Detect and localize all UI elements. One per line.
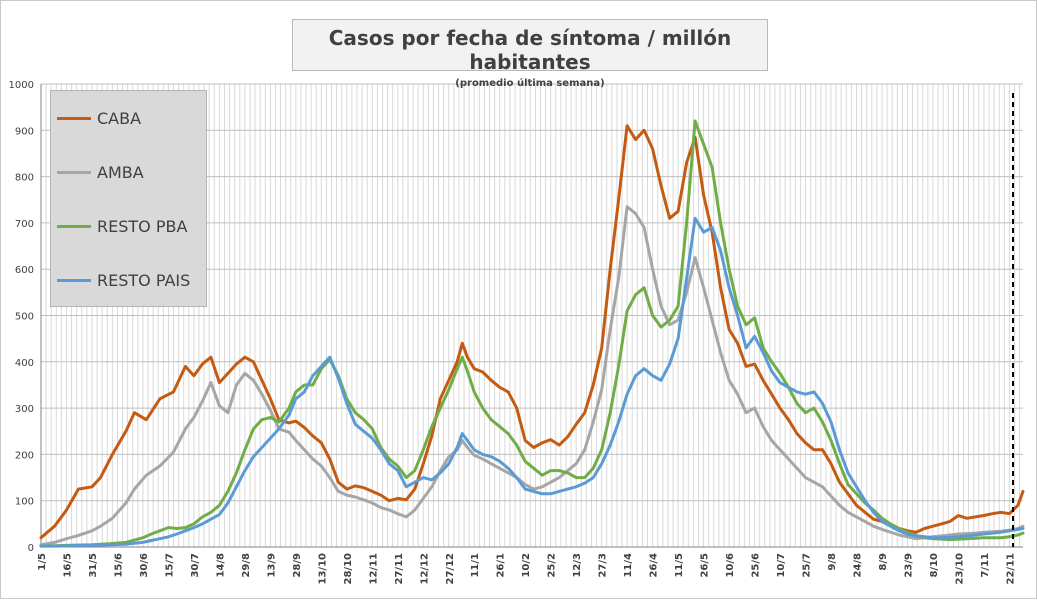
legend-swatch-resto-pba — [57, 224, 91, 228]
x-tick-label: 8/9 — [878, 553, 889, 571]
x-tick-label: 1/5 — [37, 553, 48, 571]
x-tick-label: 9/8 — [827, 553, 838, 571]
legend: CABA AMBA RESTO PBA RESTO PAIS — [50, 90, 207, 307]
x-tick-label: 27/11 — [394, 553, 405, 585]
y-tick-label: 400 — [15, 358, 34, 369]
x-tick-label: 30/7 — [190, 553, 201, 578]
x-tick-label: 28/9 — [292, 553, 303, 578]
y-tick-label: 600 — [15, 265, 34, 276]
legend-swatch-resto-pais — [57, 278, 91, 282]
x-tick-label: 15/6 — [113, 553, 124, 578]
series-line-caba — [39, 124, 1025, 540]
y-tick-label: 300 — [15, 404, 34, 415]
x-tick-label: 26/4 — [649, 553, 660, 578]
legend-item-resto-pais: RESTO PAIS — [57, 270, 190, 290]
legend-label-resto-pais: RESTO PAIS — [97, 270, 191, 290]
x-tick-label: 10/6 — [725, 553, 736, 578]
x-tick-label: 15/7 — [164, 553, 175, 578]
x-tick-label: 23/9 — [903, 553, 914, 578]
x-tick-label: 30/6 — [139, 553, 150, 578]
y-tick-label: 800 — [15, 173, 34, 184]
y-tick-label: 500 — [15, 312, 34, 323]
x-tick-label: 29/8 — [241, 553, 252, 578]
legend-item-amba: AMBA — [57, 162, 144, 182]
x-tick-label: 25/6 — [751, 553, 762, 578]
x-tick-label: 14/8 — [215, 553, 226, 578]
y-tick-label: 0 — [28, 543, 34, 554]
x-tick-label: 26/1 — [496, 553, 507, 578]
series-lines — [39, 119, 1025, 548]
x-tick-label: 25/2 — [547, 553, 558, 578]
legend-item-caba: CABA — [57, 108, 141, 128]
x-tick-label: 22/11 — [1005, 553, 1016, 585]
chart-title-box: Casos por fecha de síntoma / millón habi… — [292, 19, 768, 89]
x-tick-labels: 1/5 16/5 31/5 15/6 30/6 15/7 30/7 14/8 29/8 13/9 2… — [37, 553, 1016, 585]
y-tick-label: 900 — [15, 126, 34, 137]
x-tick-label: 12/11 — [368, 553, 379, 585]
x-tick-label: 16/5 — [62, 553, 73, 578]
x-tick-label: 26/5 — [700, 553, 711, 578]
y-tick-label: 100 — [15, 497, 34, 508]
x-tick-label: 28/10 — [343, 553, 354, 585]
x-tick-label: 8/10 — [929, 553, 940, 578]
y-tick-label: 200 — [15, 450, 34, 461]
chart-subtitle: (promedio última semana) — [455, 78, 605, 89]
series-line-resto-pais — [39, 216, 1025, 548]
x-tick-label: 10/2 — [521, 553, 532, 578]
axes — [40, 84, 1023, 548]
x-tick-label: 7/11 — [980, 553, 991, 578]
y-tick-labels: 0 100 200 300 400 500 600 700 800 900 1000 — [9, 80, 34, 554]
x-tick-label: 12/3 — [572, 553, 583, 578]
y-tick-label: 1000 — [9, 80, 34, 91]
chart-title: Casos por fecha de síntoma / millón habi… — [328, 26, 732, 74]
x-tick-label: 11/1 — [470, 553, 481, 578]
x-tick-label: 27/3 — [598, 553, 609, 578]
legend-label-resto-pba: RESTO PBA — [97, 216, 188, 236]
legend-swatch-amba — [57, 170, 91, 174]
x-tick-label: 11/4 — [623, 553, 634, 578]
x-tick-label: 24/8 — [853, 553, 864, 578]
x-tick-label: 23/10 — [954, 553, 965, 585]
legend-label-caba: CABA — [97, 108, 142, 128]
x-tick-label: 11/5 — [674, 553, 685, 578]
legend-item-resto-pba: RESTO PBA — [57, 216, 187, 236]
x-tick-label: 12/12 — [419, 553, 430, 585]
x-tick-label: 31/5 — [88, 553, 99, 578]
x-tick-label: 27/12 — [445, 553, 456, 585]
y-tick-label: 700 — [15, 219, 34, 230]
x-tick-label: 13/10 — [317, 553, 328, 585]
x-tick-label: 10/7 — [776, 553, 787, 578]
x-tick-label: 13/9 — [266, 553, 277, 578]
x-tick-label: 25/7 — [802, 553, 813, 578]
series-line-amba — [39, 205, 1025, 547]
legend-label-amba: AMBA — [97, 162, 144, 182]
legend-swatch-caba — [57, 116, 91, 120]
